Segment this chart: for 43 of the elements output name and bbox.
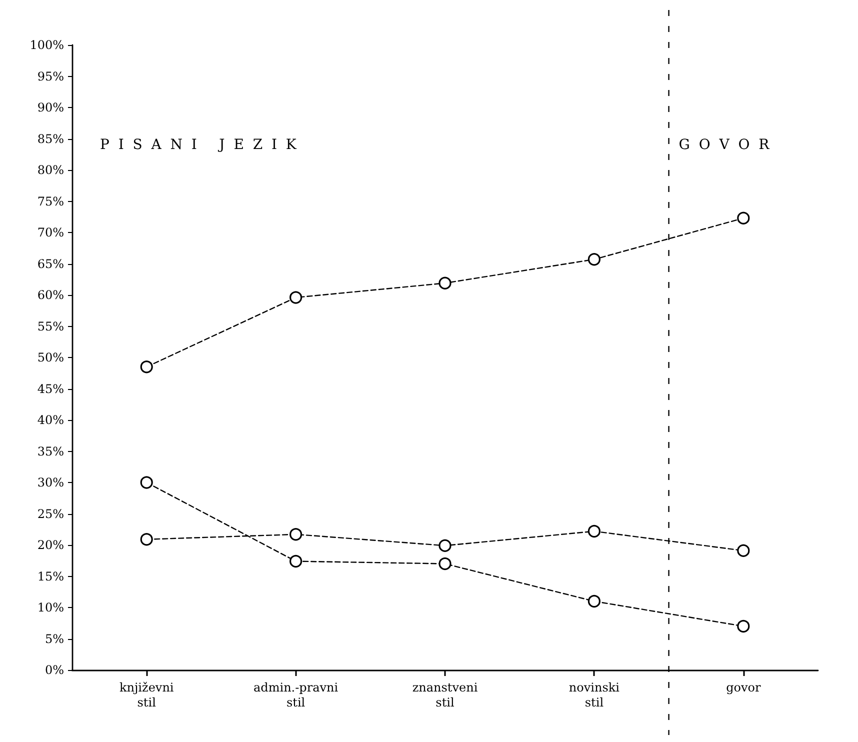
y-tick-label: 20%	[37, 538, 64, 552]
point	[737, 212, 750, 224]
x-tick-label: znanstveni stil	[412, 680, 478, 710]
y-tick-label: 90%	[37, 100, 64, 114]
y-tick-label: 25%	[37, 506, 64, 521]
y-tick-label: 55%	[37, 319, 64, 334]
y-tick-label: 30%	[37, 476, 64, 490]
y-tick-label: 40%	[37, 413, 64, 427]
y-tick-label: 100%	[30, 38, 64, 52]
point	[140, 360, 153, 374]
y-tick-label: 75%	[37, 194, 64, 208]
y-tick-label: 80%	[37, 163, 64, 177]
y-tick-label: 70%	[37, 226, 64, 240]
y-tick-label: 35%	[37, 444, 64, 458]
x-tick-label: književni stil	[119, 680, 174, 710]
y-tick-label: 60%	[37, 288, 64, 302]
point	[588, 253, 600, 266]
y-tick-label: 95%	[37, 69, 64, 84]
point	[737, 620, 750, 633]
point	[438, 276, 452, 290]
point	[438, 557, 452, 570]
y-tick-label: 0%	[44, 663, 64, 677]
point	[438, 539, 452, 552]
point	[588, 524, 600, 538]
y-tick-label: 15%	[37, 569, 64, 584]
y-tick-label: 45%	[37, 382, 64, 396]
annotation: G O V O R	[678, 137, 770, 153]
point	[588, 594, 600, 608]
point	[140, 533, 153, 546]
y-tick-label: 65%	[37, 256, 64, 271]
x-tick-label: admin.-pravni stil	[254, 680, 338, 710]
y-tick-label: 10%	[37, 600, 64, 614]
annotation: P I S A N I J E Z I K	[100, 137, 297, 153]
y-tick-label: 50%	[37, 350, 64, 364]
point	[140, 476, 153, 489]
y-tick-label: 85%	[37, 132, 64, 146]
x-tick-label: novinski stil	[568, 680, 620, 710]
x-tick-label: govor	[726, 680, 761, 694]
point	[290, 554, 302, 568]
point	[737, 544, 750, 557]
point	[290, 528, 302, 541]
point	[290, 291, 302, 304]
y-tick-label: 5%	[44, 632, 64, 646]
